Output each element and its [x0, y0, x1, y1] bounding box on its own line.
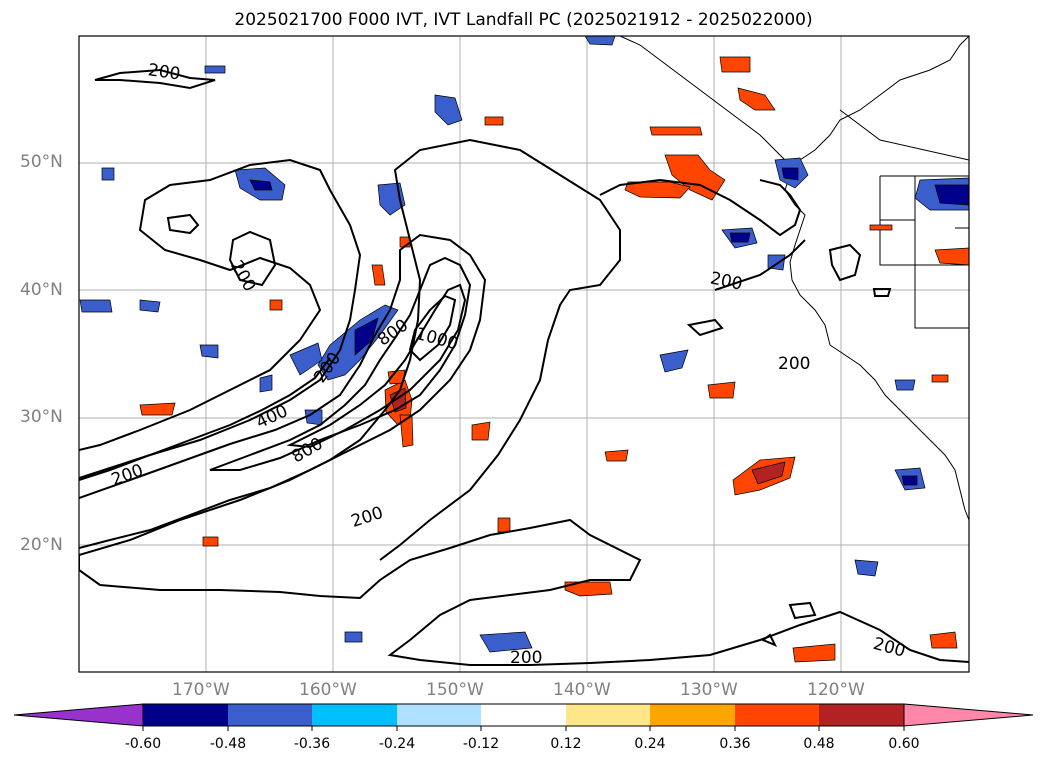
colorbar-segment [397, 704, 481, 726]
contour-label: 400 [253, 401, 291, 433]
contour-labels: 200 200 200 200 200 200 200 200 200 400 … [109, 60, 908, 668]
colorbar-tick-label: -0.48 [209, 736, 247, 752]
lon-label-140w: 140°W [553, 680, 611, 700]
contour-label: 200 [109, 460, 146, 490]
contour-label: 200 [510, 648, 542, 668]
colorbar-tick-label: -0.24 [378, 736, 416, 752]
colorbar-segment [312, 704, 397, 726]
lat-label-40n: 40°N [20, 280, 63, 300]
colorbar-tick-label: 0.60 [888, 736, 920, 752]
colorbar-segment [650, 704, 735, 726]
map-title: 2025021700 F000 IVT, IVT Landfall PC (20… [234, 10, 813, 30]
lat-label-30n: 30°N [20, 407, 63, 427]
contour-label: 200 [349, 503, 386, 532]
contour-label: 200 [871, 634, 908, 662]
colorbar-extend-high [903, 703, 1034, 727]
lon-label-130w: 130°W [680, 680, 738, 700]
colorbar-segment [481, 704, 566, 726]
colorbar-segment [228, 704, 312, 726]
colorbar-tick-label: -0.12 [462, 736, 500, 752]
coastline [619, 36, 969, 521]
colorbar-tick-label: -0.60 [124, 736, 162, 752]
colorbar-segment [566, 704, 650, 726]
colorbar-tick-label: -0.36 [293, 736, 331, 752]
contour-label: 1000 [413, 324, 460, 355]
ivt-contours [79, 68, 969, 666]
colorbar-segment [735, 704, 819, 726]
graticule [79, 36, 969, 672]
lat-label-20n: 20°N [20, 535, 63, 555]
lon-label-150w: 150°W [426, 680, 484, 700]
lon-label-120w: 120°W [807, 680, 865, 700]
colorbar-segment [143, 704, 228, 726]
colorbar-extend-low [13, 703, 144, 727]
contour-label: 200 [147, 60, 182, 84]
colorbar-tick-label: 0.48 [803, 736, 835, 752]
lon-label-170w: 170°W [172, 680, 230, 700]
lat-label-50n: 50°N [20, 152, 63, 172]
positive-pc-patches [139, 56, 969, 663]
colorbar [13, 703, 1034, 731]
colorbar-tick-label: 0.12 [550, 736, 582, 752]
colorbar-segment [819, 704, 904, 726]
negative-pc-patches [79, 36, 969, 653]
lon-label-160w: 160°W [299, 680, 357, 700]
colorbar-tick-label: 0.36 [719, 736, 751, 752]
map-frame [78, 35, 970, 673]
contour-label: 200 [778, 354, 810, 374]
colorbar-tick-label: 0.24 [634, 736, 666, 752]
